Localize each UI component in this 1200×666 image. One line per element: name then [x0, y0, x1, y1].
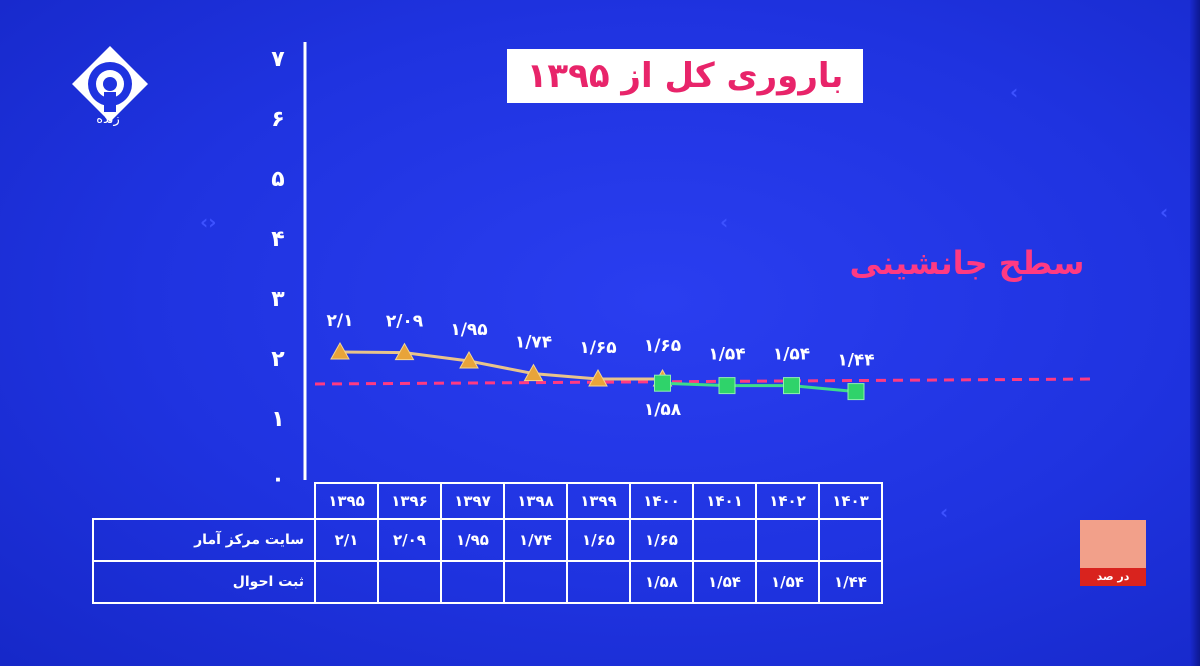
year-cell: ۱۴۰۲: [755, 482, 820, 520]
year-cell: ۱۳۹۸: [503, 482, 568, 520]
data-table: ۱۳۹۵ ۱۳۹۶ ۱۳۹۷ ۱۳۹۸ ۱۳۹۹ ۱۴۰۰ ۱۴۰۱ ۱۴۰۲ …: [92, 482, 883, 604]
data-label: ۱/۵۴: [708, 345, 745, 365]
table-cell: [503, 560, 568, 604]
data-label: ۱/۹۵: [450, 320, 487, 340]
table-cell: [692, 518, 757, 562]
y-tick-label: ۷: [271, 47, 285, 72]
replacement-level-line: [314, 377, 1096, 386]
table-cell: [818, 518, 883, 562]
frame-edge: [1190, 0, 1200, 666]
year-cell: ۱۳۹۶: [377, 482, 442, 520]
table-cell: ۱/۵۸: [629, 560, 694, 604]
decor-chevron: ‹: [1160, 200, 1169, 224]
data-point-square: [718, 377, 736, 395]
y-tick-label: ۳: [271, 287, 285, 312]
table-cell: ۱/۷۴: [503, 518, 568, 562]
year-cell: ۱۳۹۷: [440, 482, 505, 520]
table-cell: ۱/۶۵: [629, 518, 694, 562]
replacement-level-label: سطح جانشینی: [849, 244, 1085, 282]
data-label: ۱/۶۵: [579, 338, 616, 358]
table-cell: ۱/۶۵: [566, 518, 631, 562]
data-point-square: [847, 383, 865, 401]
data-label: ۲/۰۹: [386, 312, 424, 332]
year-cell: ۱۴۰۰: [629, 482, 694, 520]
table-cell: ۲/۱: [314, 518, 379, 562]
y-tick-label: ۶: [271, 107, 284, 132]
decor-chevron: ‹: [1010, 80, 1019, 104]
decor-chevron: ‹: [720, 210, 729, 234]
y-tick-label: ۱: [271, 407, 284, 432]
y-tick-label: ۴: [271, 227, 284, 252]
table-cell: [440, 560, 505, 604]
decor-chevron: ‹›: [200, 210, 217, 234]
data-label: ۱/۴۴: [837, 351, 874, 371]
watermark-block: [1080, 520, 1146, 568]
table-cell: [755, 518, 820, 562]
logo-caption: زنده: [96, 112, 120, 127]
y-tick-label: ۲: [271, 347, 285, 372]
y-tick-label: ۵: [271, 167, 284, 192]
table-cell: ۱/۴۴: [818, 560, 883, 604]
data-point-triangle: [523, 363, 544, 382]
series-line: [662, 381, 857, 394]
data-point-triangle: [459, 350, 479, 369]
data-label: ۱/۵۴: [773, 345, 810, 365]
row-label-stat-center: سایت مرکز آمار: [92, 518, 316, 562]
data-point-square: [783, 377, 800, 395]
chart-title: باروری کل از ۱۳۹۵: [507, 49, 863, 103]
watermark-logo: در صد: [1080, 520, 1146, 586]
year-header-row: ۱۳۹۵ ۱۳۹۶ ۱۳۹۷ ۱۳۹۸ ۱۳۹۹ ۱۴۰۰ ۱۴۰۱ ۱۴۰۲ …: [93, 482, 883, 520]
data-label: ۱/۵۸: [644, 400, 682, 420]
table-cell: ۲/۰۹: [377, 518, 442, 562]
table-cell: [314, 560, 379, 604]
table-cell: ۱/۹۵: [440, 518, 505, 562]
y-tick-label: ۰: [271, 467, 284, 492]
table-row: ثبت احوال ۱/۵۸ ۱/۵۴ ۱/۵۴ ۱/۴۴: [92, 560, 883, 604]
table-cell: ۱/۵۴: [755, 560, 820, 604]
table-row: سایت مرکز آمار ۲/۱ ۲/۰۹ ۱/۹۵ ۱/۷۴ ۱/۶۵ ۱…: [92, 518, 883, 562]
year-cell: ۱۴۰۳: [818, 482, 883, 520]
table-cell: [566, 560, 631, 604]
year-cell: ۱۴۰۱: [692, 482, 757, 520]
row-label-civil-registry: ثبت احوال: [92, 560, 316, 604]
decor-chevron: ‹: [940, 500, 949, 524]
table-cell: [377, 560, 442, 604]
year-cell: ۱۳۹۹: [566, 482, 631, 520]
year-cell: ۱۳۹۵: [314, 482, 379, 520]
series-line: [339, 350, 663, 381]
watermark-text: در صد: [1080, 568, 1146, 586]
data-point-square: [654, 374, 671, 392]
channel-logo-icon: [72, 46, 148, 122]
data-label: ۱/۷۴: [515, 333, 552, 353]
data-point-triangle: [588, 368, 608, 387]
data-point-triangle: [394, 342, 415, 361]
data-point-triangle: [330, 341, 350, 360]
table-cell: ۱/۵۴: [692, 560, 757, 604]
data-label: ۱/۶۵: [644, 336, 681, 356]
data-label: ۲/۱: [327, 311, 354, 331]
